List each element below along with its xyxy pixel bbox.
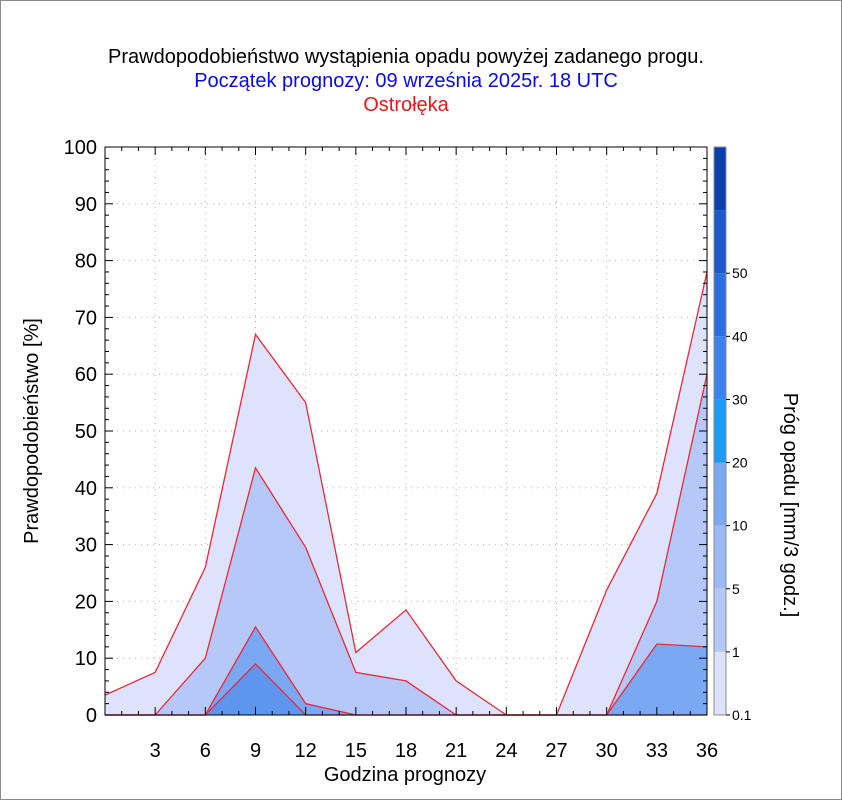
x-tick-label: 24 xyxy=(495,740,517,762)
y-tick-label: 90 xyxy=(75,194,97,216)
y-axis-label: Prawdopodobieństwo [%] xyxy=(21,318,43,544)
y-tick-label: 100 xyxy=(64,137,97,159)
colorbar-segment xyxy=(714,651,726,715)
x-tick-label: 12 xyxy=(295,740,317,762)
y-tick-label: 70 xyxy=(75,307,97,329)
y-tick-label: 80 xyxy=(75,251,97,273)
colorbar-label: Próg opadu [mm/3 godz.] xyxy=(779,393,801,618)
colorbar-segment xyxy=(714,210,726,274)
colorbar-tick-label: 40 xyxy=(732,328,748,344)
y-tick-label: 20 xyxy=(75,591,97,613)
colorbar-tick-label: 1 xyxy=(732,644,740,660)
colorbar-tick-label: 30 xyxy=(732,391,748,407)
colorbar-tick-label: 10 xyxy=(732,518,748,534)
colorbar-segment xyxy=(714,273,726,337)
series-areas xyxy=(105,271,707,715)
colorbar-tick-label: 5 xyxy=(732,581,740,597)
area-threshold-10 xyxy=(105,663,707,715)
colorbar-segment xyxy=(714,336,726,400)
x-tick-label: 27 xyxy=(545,740,567,762)
colorbar-border xyxy=(713,146,727,716)
colorbar-segment xyxy=(714,462,726,526)
x-tick-label: 9 xyxy=(250,740,261,762)
colorbar-tick-label: 0.1 xyxy=(732,707,752,723)
x-tick-label: 21 xyxy=(445,740,467,762)
x-axis-label: Godzina prognozy xyxy=(324,764,486,786)
line-threshold-0_1 xyxy=(104,271,708,716)
chart-subtitle: Początek prognozy: 09 września 2025r. 18… xyxy=(194,70,618,92)
x-tick-label: 15 xyxy=(345,740,367,762)
colorbar-segment xyxy=(714,147,726,211)
colorbar-segment xyxy=(714,525,726,589)
x-tick-label: 6 xyxy=(200,740,211,762)
x-tick-label: 36 xyxy=(696,740,718,762)
area-threshold-0_1 xyxy=(105,271,707,715)
colorbar-segment xyxy=(714,588,726,652)
y-tick-label: 10 xyxy=(75,648,97,670)
colorbar-tick-label: 50 xyxy=(732,265,748,281)
y-tick-label: 30 xyxy=(75,535,97,557)
x-tick-label: 3 xyxy=(150,740,161,762)
y-tick-label: 50 xyxy=(75,421,97,443)
colorbar-segment xyxy=(714,399,726,463)
x-tick-label: 18 xyxy=(395,740,417,762)
y-tick-label: 60 xyxy=(75,364,97,386)
x-tick-label: 33 xyxy=(646,740,668,762)
colorbar: 0.1 1 5 10 20 30 40 50 xyxy=(713,146,752,723)
chart-title: Prawdopodobieństwo wystąpienia opadu pow… xyxy=(108,46,704,68)
chart-location: Ostrołęka xyxy=(363,94,449,116)
y-tick-label: 0 xyxy=(86,705,97,727)
colorbar-tick-label: 20 xyxy=(732,455,748,471)
y-tick-label: 40 xyxy=(75,478,97,500)
x-tick-label: 30 xyxy=(596,740,618,762)
